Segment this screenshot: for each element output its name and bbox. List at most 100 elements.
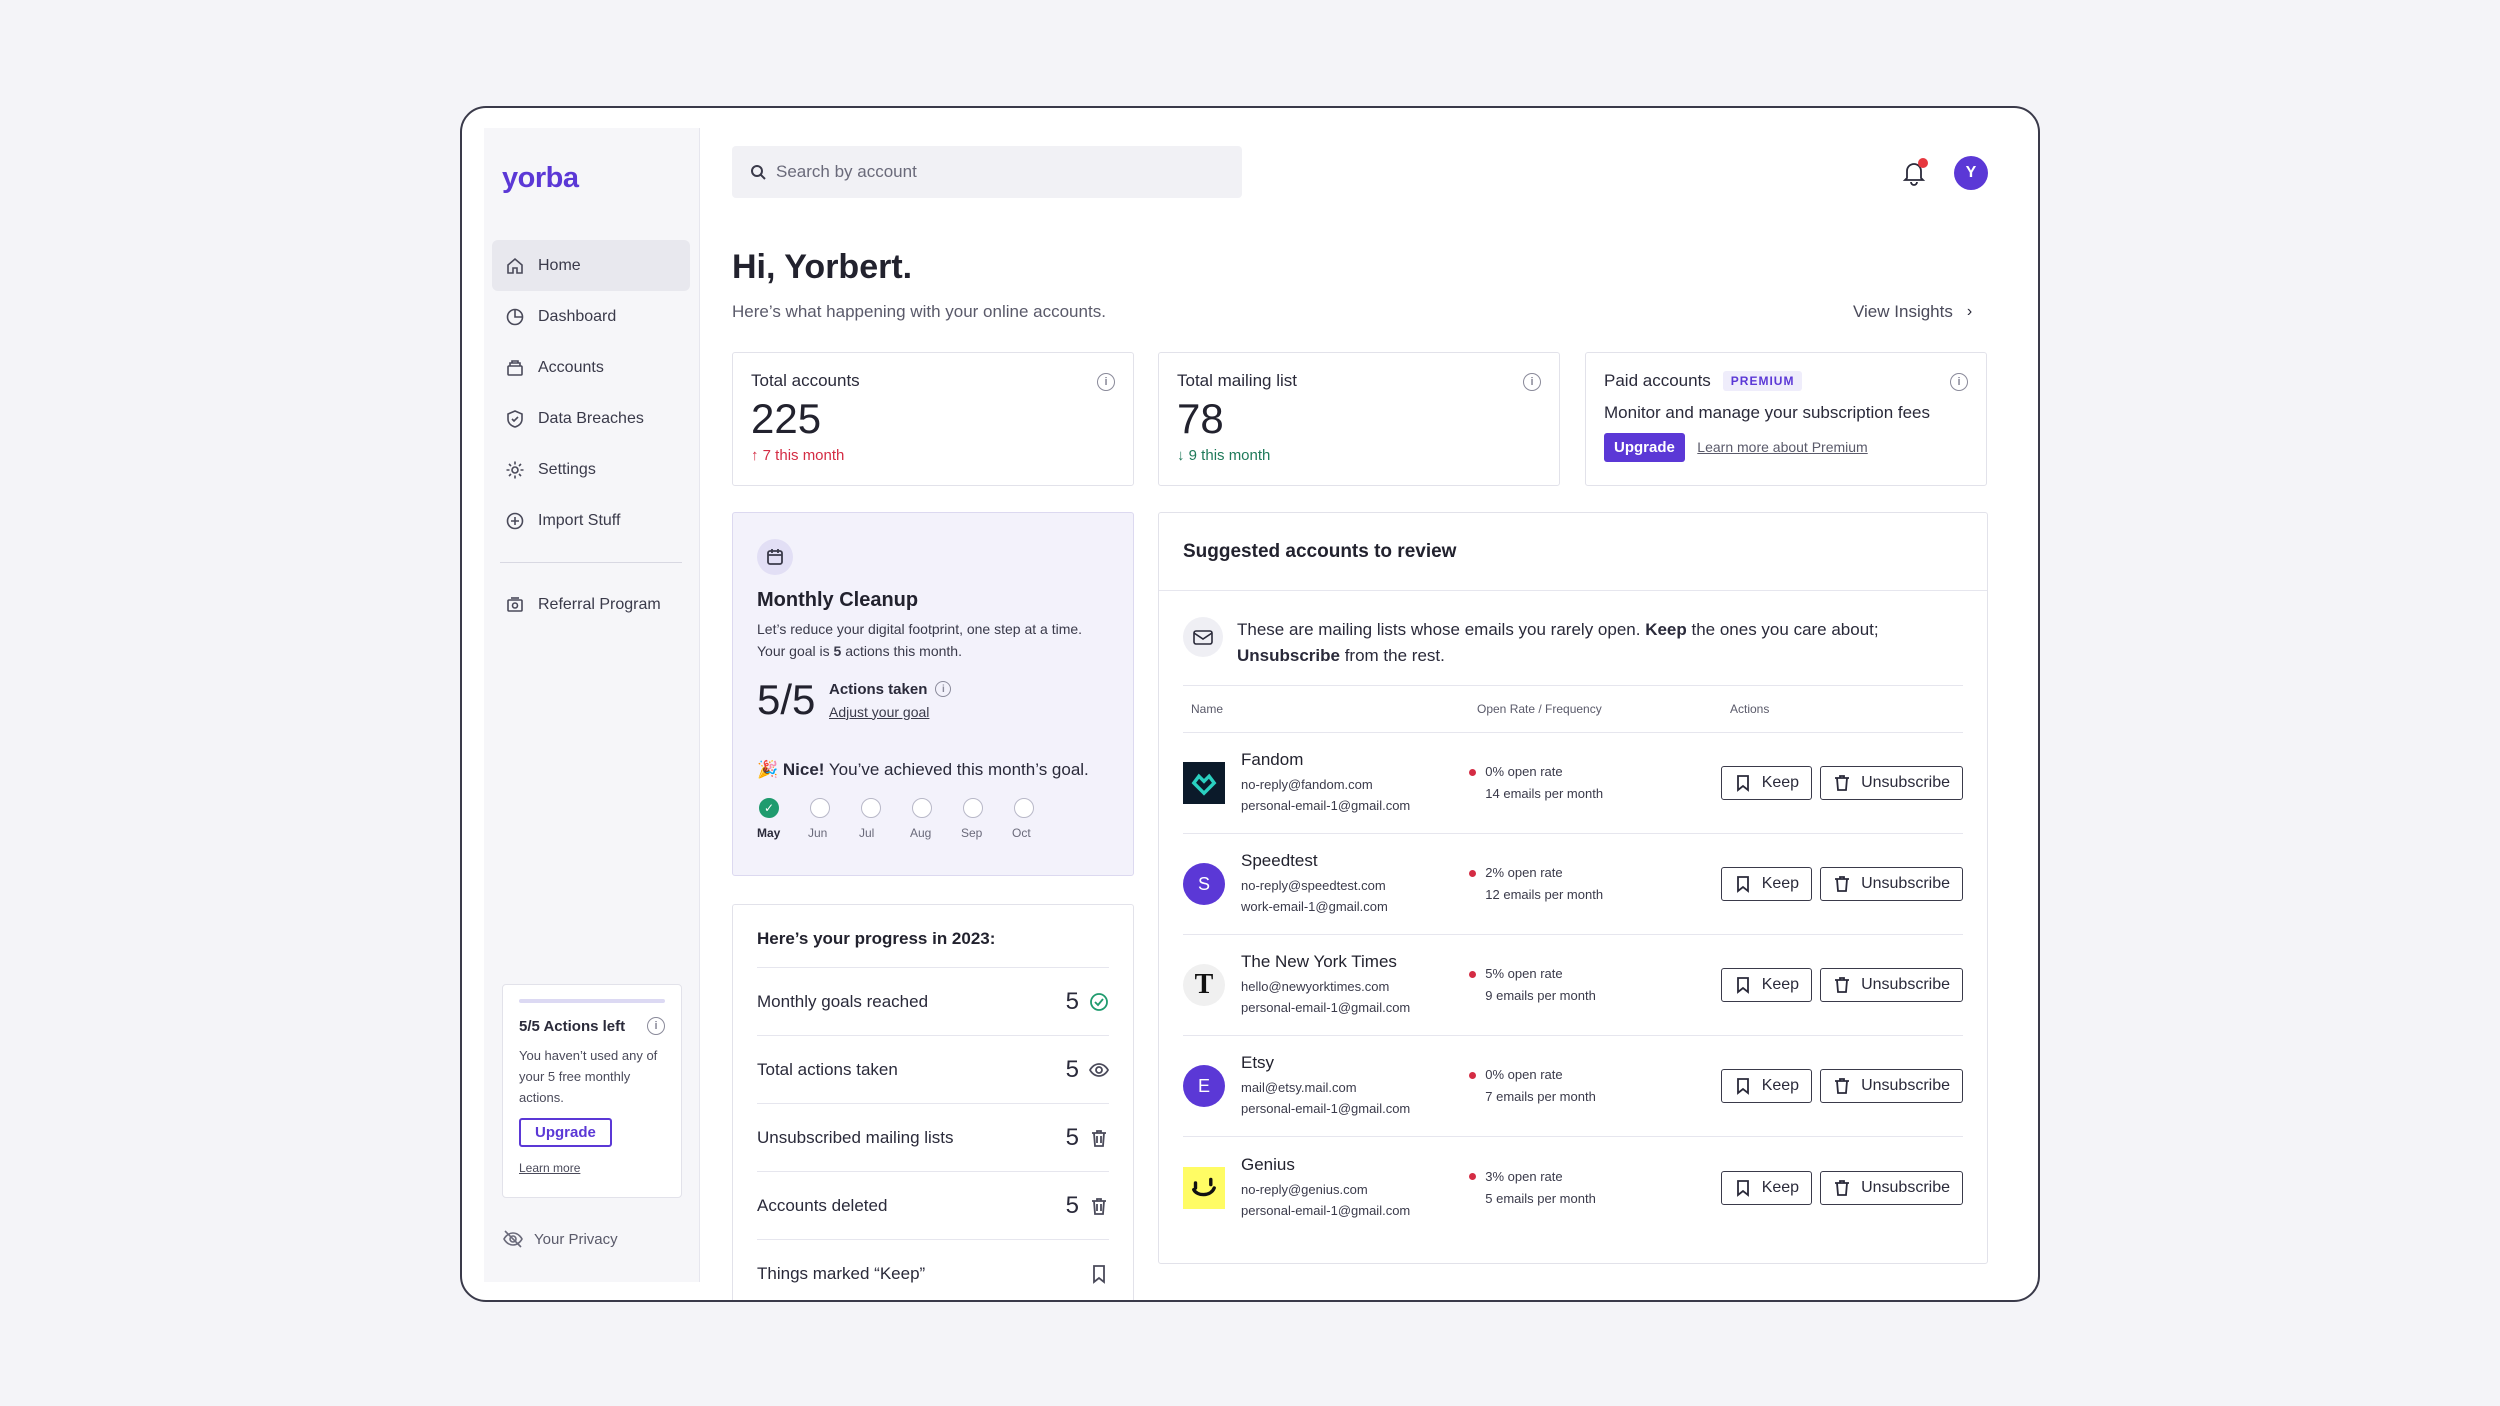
unsubscribe-button[interactable]: Unsubscribe	[1820, 968, 1963, 1002]
keep-button[interactable]: Keep	[1720, 1069, 1813, 1103]
keep-button[interactable]: Keep	[1720, 968, 1813, 1002]
table-row: T The New York Times hello@newyorktimes.…	[1183, 935, 1963, 1036]
progress-label: Monthly goals reached	[757, 991, 929, 1011]
progress-title: Here’s your progress in 2023:	[757, 929, 1109, 968]
sidebar-item-data-breaches[interactable]: Data Breaches	[492, 393, 690, 444]
paid-accounts-card: Paid accounts PREMIUM i Monitor and manag…	[1585, 352, 1987, 486]
stack-icon	[504, 357, 526, 379]
cleanup-title: Monthly Cleanup	[757, 589, 919, 611]
total-accounts-card: Total accounts i 225 ↑ 7 this month	[732, 352, 1134, 486]
sidebar-item-referral[interactable]: Referral Program	[492, 579, 690, 630]
sidebar-item-label: Settings	[538, 460, 596, 478]
status-dot	[1469, 869, 1477, 877]
table-row: Genius no-reply@genius.com personal-email…	[1183, 1137, 1963, 1238]
info-icon[interactable]: i	[1523, 373, 1541, 391]
month-tracker: ✓ May Jun Jul Aug Sep Oct	[757, 798, 1109, 840]
unsubscribe-button[interactable]: Unsubscribe	[1820, 1069, 1963, 1103]
empty-circle-icon	[963, 798, 983, 818]
paid-label: Paid accounts	[1604, 371, 1711, 390]
trash-icon	[1835, 876, 1850, 892]
open-rate: 2% open rate 12 emails per month	[1469, 862, 1712, 906]
bookmark-icon	[1736, 1179, 1749, 1197]
keep-button[interactable]: Keep	[1720, 766, 1813, 800]
empty-circle-icon	[1014, 798, 1034, 818]
sidebar-upgrade-button[interactable]: Upgrade	[519, 1118, 612, 1147]
stat-change: ↓ 9 this month	[1177, 447, 1541, 464]
speedtest-avatar: S	[1183, 863, 1225, 905]
status-dot	[1469, 970, 1477, 978]
arrow-down-icon: ↓	[1177, 447, 1189, 464]
suggested-accounts-card: Suggested accounts to review These are m…	[1158, 512, 1988, 1264]
party-icon: 🎉	[757, 760, 783, 779]
pie-chart-icon	[504, 306, 526, 328]
info-icon[interactable]: i	[647, 1017, 665, 1035]
bookmark-icon	[1736, 775, 1749, 792]
unsubscribe-button[interactable]: Unsubscribe	[1820, 867, 1963, 901]
stat-value: 78	[1177, 395, 1224, 442]
unsubscribe-button[interactable]: Unsubscribe	[1820, 766, 1963, 800]
info-icon[interactable]: i	[935, 681, 952, 697]
adjust-goal-link[interactable]: Adjust your goal	[829, 703, 930, 720]
actions-taken-label: Actions taken i	[829, 681, 952, 698]
account-email: no-reply@genius.com personal-email-1@gmai…	[1241, 1181, 1411, 1218]
search-input[interactable]: Search by account	[732, 146, 1242, 198]
info-icon[interactable]: i	[1950, 373, 1968, 391]
table-row: Fandom no-reply@fandom.com personal-email…	[1183, 733, 1963, 834]
genius-logo	[1183, 1166, 1225, 1209]
sidebar-item-label: Data Breaches	[538, 409, 644, 427]
sidebar-item-home[interactable]: Home	[492, 240, 690, 291]
stat-change: ↑ 7 this month	[751, 447, 1115, 464]
sidebar: yorba Home Dashboard Accounts Data Breac…	[484, 128, 700, 1282]
account-email: hello@newyorktimes.com personal-email-1@g…	[1241, 979, 1411, 1015]
trash-icon	[1835, 775, 1850, 791]
unsubscribe-button[interactable]: Unsubscribe	[1820, 1170, 1963, 1205]
month-jul: Jul	[859, 798, 910, 840]
stat-label: Total mailing list	[1177, 371, 1297, 390]
premium-upgrade-button[interactable]: Upgrade	[1604, 433, 1685, 462]
keep-button[interactable]: Keep	[1720, 867, 1813, 901]
info-icon[interactable]: i	[1097, 373, 1115, 391]
fandom-logo	[1183, 762, 1225, 804]
actions-left-text: You haven’t used any of your 5 free mont…	[519, 1048, 658, 1105]
gift-icon	[504, 594, 526, 616]
progress-row: Monthly goals reached 5	[757, 968, 1109, 1036]
sidebar-item-label: Home	[538, 256, 581, 274]
avatar[interactable]: Y	[1954, 156, 1988, 190]
trash-icon	[1835, 977, 1850, 993]
nav-divider	[500, 562, 682, 563]
sidebar-item-dashboard[interactable]: Dashboard	[492, 291, 690, 342]
keep-button[interactable]: Keep	[1720, 1170, 1813, 1205]
sidebar-item-settings[interactable]: Settings	[492, 444, 690, 495]
notification-dot	[1918, 158, 1928, 168]
month-oct: Oct	[1012, 798, 1063, 840]
actions-left-card: 5/5 Actions left i You haven’t used any …	[502, 984, 682, 1198]
mail-icon	[1183, 617, 1223, 657]
view-insights-link[interactable]: View Insights ›	[1853, 302, 1972, 322]
sidebar-item-label: Dashboard	[538, 307, 617, 325]
table-row: E Etsy mail@etsy.mail.com personal-email-…	[1183, 1036, 1963, 1137]
progress-label: Total actions taken	[757, 1059, 898, 1079]
col-rate: Open Rate / Frequency	[1477, 702, 1602, 716]
open-rate: 0% open rate 14 emails per month	[1469, 761, 1712, 805]
notifications-button[interactable]	[1900, 158, 1930, 188]
open-rate: 5% open rate 9 emails per month	[1469, 963, 1712, 1007]
open-rate: 3% open rate 5 emails per month	[1469, 1166, 1712, 1210]
goal-achieved-message: 🎉 Nice! You’ve achieved this month’s goa…	[757, 760, 1089, 779]
progress-row: Things marked “Keep”	[757, 1240, 1109, 1300]
sidebar-item-import-stuff[interactable]: Import Stuff	[492, 495, 690, 546]
app-logo[interactable]: yorba	[502, 162, 579, 194]
account-name: The New York Times	[1241, 952, 1397, 971]
intro-text: These are mailing lists whose emails you…	[1237, 620, 1879, 665]
progress-label: Things marked “Keep”	[757, 1264, 926, 1283]
cleanup-text: Let’s reduce your digital footprint, one…	[757, 621, 1083, 659]
your-privacy-link[interactable]: Your Privacy	[502, 1228, 618, 1250]
view-insights-label: View Insights	[1853, 302, 1953, 321]
learn-premium-link[interactable]: Learn more about Premium	[1697, 439, 1868, 455]
table-header: Name Open Rate / Frequency Actions	[1183, 685, 1963, 733]
sidebar-item-accounts[interactable]: Accounts	[492, 342, 690, 393]
status-dot	[1469, 1173, 1477, 1180]
paid-desc: Monitor and manage your subscription fee…	[1604, 403, 1931, 422]
sidebar-learn-more-link[interactable]: Learn more	[519, 1161, 581, 1175]
trash-icon	[1835, 1179, 1850, 1196]
bookmark-icon	[1093, 1265, 1105, 1284]
